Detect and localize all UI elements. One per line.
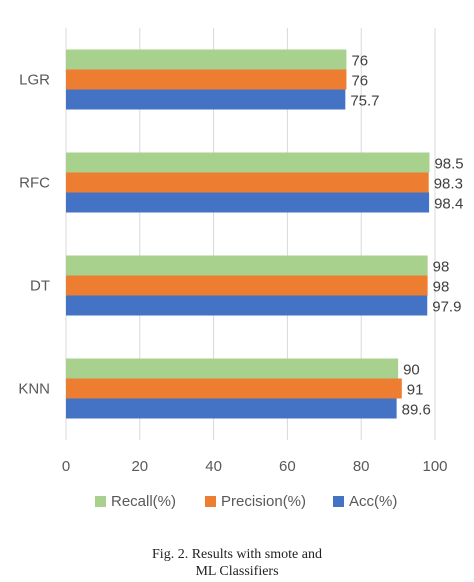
bar-lgr-2 [66,89,346,110]
bar-dt-1 [66,275,428,296]
data-label: 98.5 [434,156,463,173]
data-label: 98 [433,259,450,276]
bar-knn-0 [66,358,399,379]
data-label: 98.3 [434,176,463,193]
figure-caption: Fig. 2. Results with smote and ML Classi… [0,546,474,580]
x-tick-label: 100 [422,458,447,475]
x-tick-label: 20 [131,458,148,475]
bar-dt-0 [66,255,428,276]
data-label: 75.7 [350,93,379,110]
bar-rfc-0 [66,152,430,173]
data-label: 98 [433,279,450,296]
category-label: RFC [19,175,50,192]
category-label: KNN [18,381,50,398]
bar-lgr-0 [66,49,347,70]
legend-label: Acc(%) [349,493,397,510]
bar-knn-2 [66,398,397,419]
legend-swatch [333,496,344,507]
bar-rfc-2 [66,192,430,213]
data-label: 76 [351,53,368,70]
x-tick-label: 40 [205,458,222,475]
legend-label: Recall(%) [111,493,176,510]
data-label: 89.6 [402,402,431,419]
legend-swatch [205,496,216,507]
legend-swatch [95,496,106,507]
data-label: 98.4 [434,196,463,213]
caption-line-1: Fig. 2. Results with smote and [152,547,322,562]
category-label: LGR [19,72,50,89]
category-label: DT [30,278,50,295]
bar-chart: 0 20 40 60 80 100 LGR 76 76 75.7 RFC 98.5 98.3 98.4 DT… [18,28,464,510]
x-tick-label: 80 [353,458,370,475]
bar-dt-2 [66,295,428,316]
bar-rfc-1 [66,172,429,193]
caption-line-2: ML Classifiers [195,564,279,579]
x-tick-label: 60 [279,458,296,475]
data-label: 97.9 [432,299,461,316]
data-label: 90 [403,362,420,379]
x-tick-label: 0 [62,458,70,475]
data-label: 91 [407,382,424,399]
bar-lgr-1 [66,69,347,90]
legend-label: Precision(%) [221,493,306,510]
data-label: 76 [351,73,368,90]
bar-knn-1 [66,378,402,399]
